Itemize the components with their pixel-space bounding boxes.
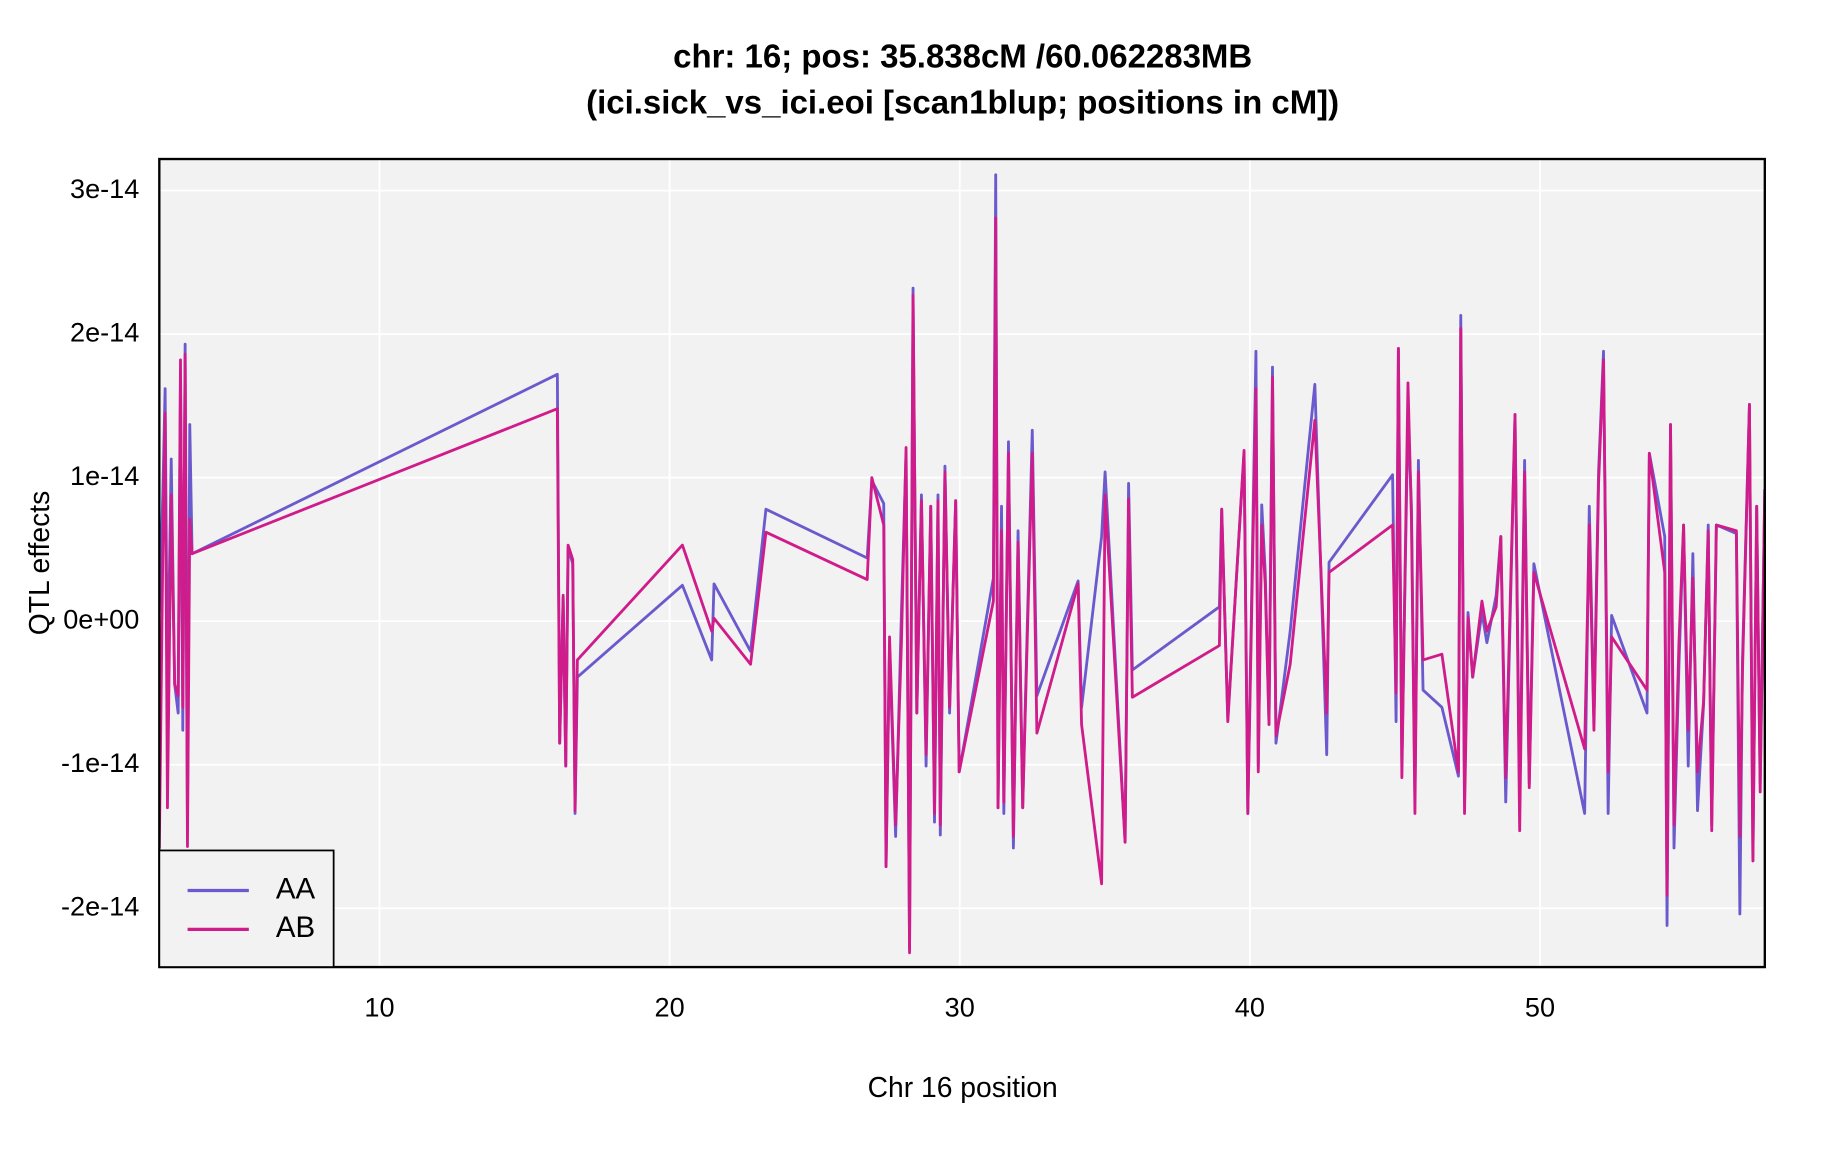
chart-title: chr: 16; pos: 35.838cM /60.062283MB: [673, 38, 1252, 75]
y-tick-label: -2e-14: [61, 890, 139, 921]
plot-background: [159, 159, 1765, 968]
series-lines: [159, 173, 1765, 955]
y-tick-label: 3e-14: [70, 173, 139, 204]
y-axis-label: QTL effects: [23, 491, 55, 635]
legend-label: AB: [276, 911, 315, 944]
x-tick-label: 20: [655, 992, 685, 1023]
legend: AA AB: [158, 849, 335, 968]
x-tick-label: 10: [364, 992, 394, 1023]
y-tick-label: -1e-14: [61, 747, 139, 778]
x-tick-label: 30: [945, 992, 975, 1023]
chart-subtitle: (ici.sick_vs_ici.eoi [scan1blup; positio…: [586, 84, 1339, 121]
x-axis-label: Chr 16 position: [868, 1071, 1058, 1103]
x-tick-label: 50: [1525, 992, 1555, 1023]
y-tick-label: 0e+00: [63, 603, 139, 634]
legend-label: AA: [276, 872, 316, 905]
legend-box: [158, 849, 335, 968]
grid: [159, 159, 1765, 968]
y-tick-label: 1e-14: [70, 460, 139, 491]
tick-labels: 10 20 30 40 50 3e-14 2e-14 1e-14 0e+00 -1e-14 -2e-…: [61, 173, 1555, 1023]
plot-frame: [158, 157, 1766, 969]
x-tick-label: 40: [1235, 992, 1265, 1023]
y-tick-label: 2e-14: [70, 316, 139, 347]
series-line: [159, 216, 1765, 955]
